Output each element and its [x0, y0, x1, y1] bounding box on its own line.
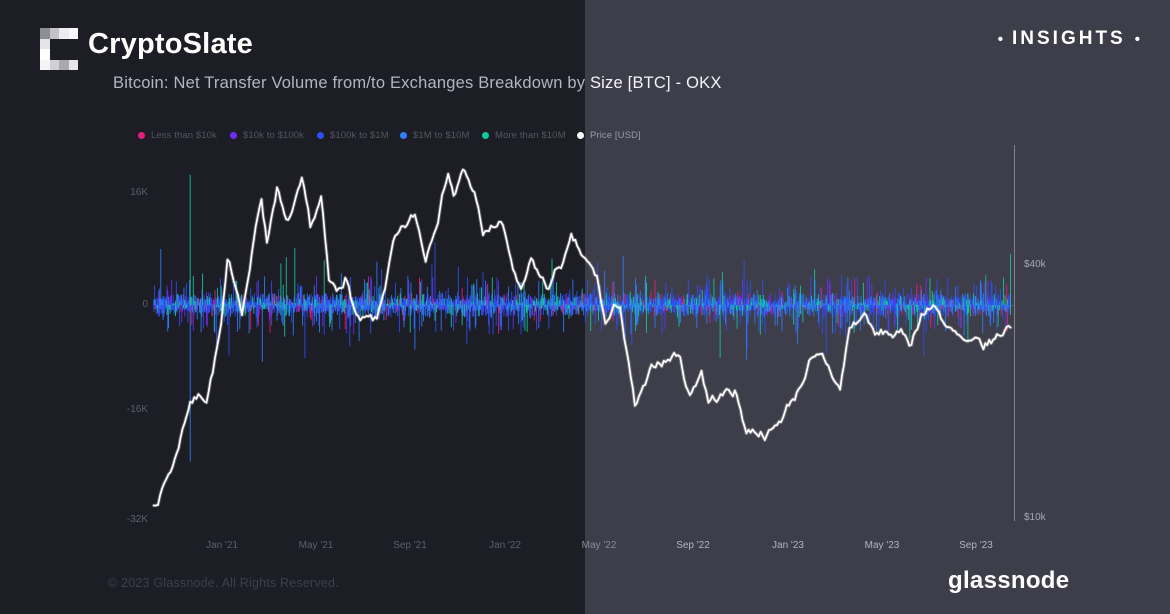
price-line [152, 168, 1012, 507]
logo-pixel [59, 28, 69, 39]
logo-pixel [49, 59, 59, 70]
bullet-icon: • [997, 30, 1003, 48]
cryptoslate-logo-icon [40, 28, 78, 70]
legend-item[interactable]: $1M to $10M [400, 129, 470, 141]
legend-label: $1M to $10M [413, 129, 470, 141]
copyright-text: © 2023 Glassnode. All Rights Reserved. [108, 576, 339, 590]
legend-series-dot-icon [138, 131, 145, 139]
y-left-tick-label: -16K [126, 404, 148, 415]
insights-label: INSIGHTS [1012, 28, 1126, 49]
legend-series-dot-icon [482, 131, 489, 139]
chart-title: Bitcoin: Net Transfer Volume from/to Exc… [113, 74, 722, 93]
y-right-tick-label: $10k [1024, 512, 1046, 523]
logo-pixel [68, 59, 78, 70]
x-tick-label: Jan '22 [489, 540, 521, 551]
logo-pixel [40, 59, 50, 70]
legend-series-dot-icon [230, 131, 237, 139]
legend-item[interactable]: Price [USD] [577, 129, 641, 141]
logo-pixel [40, 28, 50, 39]
legend-item[interactable]: More than $10M [482, 129, 566, 141]
x-tick-label: May '23 [864, 540, 900, 551]
y-left-tick-label: 0 [142, 299, 148, 310]
legend-item[interactable]: Less than $10k [138, 129, 217, 141]
y-right-tick-label: $40k [1024, 259, 1046, 270]
legend-label: $100k to $1M [330, 129, 389, 141]
legend-series-dot-icon [400, 131, 407, 139]
logo-pixel [68, 28, 78, 39]
legend-label: $10k to $100k [243, 129, 304, 141]
legend-item[interactable]: $100k to $1M [317, 129, 389, 141]
x-tick-label: May '22 [581, 540, 617, 551]
y-left-tick-label: 16K [130, 187, 148, 198]
price-line-glow [152, 167, 1013, 508]
logo-pixel [59, 59, 69, 70]
logo-pixel [40, 49, 50, 60]
legend-label: Less than $10k [151, 129, 217, 141]
chart-title-light-half: Bitcoin: Net Transfer Volume from/to Exc… [113, 74, 722, 92]
insights-badge: • INSIGHTS • [998, 28, 1140, 50]
bullet-icon: • [1134, 30, 1140, 48]
y-left-tick-label: -32K [126, 514, 148, 525]
x-tick-label: Sep '23 [959, 540, 993, 551]
volume-bars-4 [157, 174, 1011, 358]
legend-item[interactable]: $10k to $100k [230, 129, 304, 141]
brand-title: CryptoSlate [88, 28, 253, 60]
x-tick-label: Sep '21 [393, 540, 427, 551]
logo-pixel [40, 38, 50, 49]
legend-label: Price [USD] [590, 129, 641, 141]
legend-label: More than $10M [495, 129, 566, 141]
logo-pixel [49, 28, 59, 39]
legend-series-dot-icon [317, 131, 324, 139]
x-tick-label: Sep '22 [676, 540, 710, 551]
plot-area [152, 167, 1014, 508]
volume-bars-3 [153, 249, 1011, 462]
x-tick-label: Jan '21 [206, 540, 238, 551]
x-tick-label: May '21 [298, 540, 334, 551]
x-tick-label: Jan '23 [772, 540, 804, 551]
chart-title-dark-half: Bitcoin: Net Transfer Volume from/to Exc… [113, 74, 722, 92]
legend-series-dot-icon [577, 131, 584, 139]
glassnode-wordmark: glassnode [948, 567, 1070, 594]
